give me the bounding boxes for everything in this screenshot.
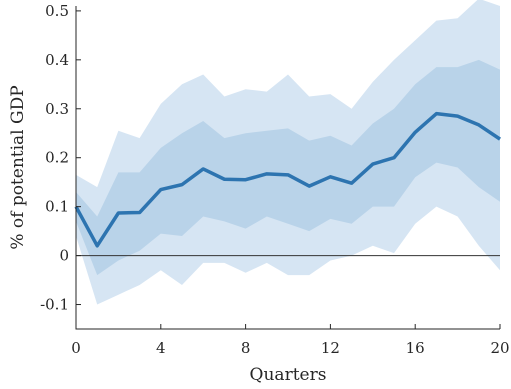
median-response-line <box>74 111 501 248</box>
x-axis-title: Quarters <box>250 365 327 385</box>
y-tick-label: -0.1 <box>40 296 69 314</box>
x-axis-ticks: 0 4 8 12 16 20 <box>71 324 510 357</box>
plot-area <box>74 0 501 305</box>
x-tick-label: 12 <box>321 339 340 357</box>
x-tick-label: 8 <box>241 339 251 357</box>
x-tick-label: 16 <box>406 339 425 357</box>
y-axis-ticks: -0.1 0 0.1 0.2 0.3 0.4 0.5 <box>40 2 81 314</box>
y-tick-label: 0.5 <box>45 2 69 20</box>
y-tick-label: 0.1 <box>45 198 69 216</box>
inner-confidence-band <box>76 59 500 276</box>
x-tick-label: 4 <box>156 339 166 357</box>
y-tick-label: 0.4 <box>45 51 69 69</box>
y-tick-label: 0 <box>59 247 69 265</box>
y-axis-title: % of potential GDP <box>8 85 28 249</box>
x-tick-label: 20 <box>490 339 509 357</box>
x-tick-label: 0 <box>71 339 81 357</box>
y-tick-label: 0.3 <box>45 100 69 118</box>
y-tick-label: 0.2 <box>45 149 69 167</box>
